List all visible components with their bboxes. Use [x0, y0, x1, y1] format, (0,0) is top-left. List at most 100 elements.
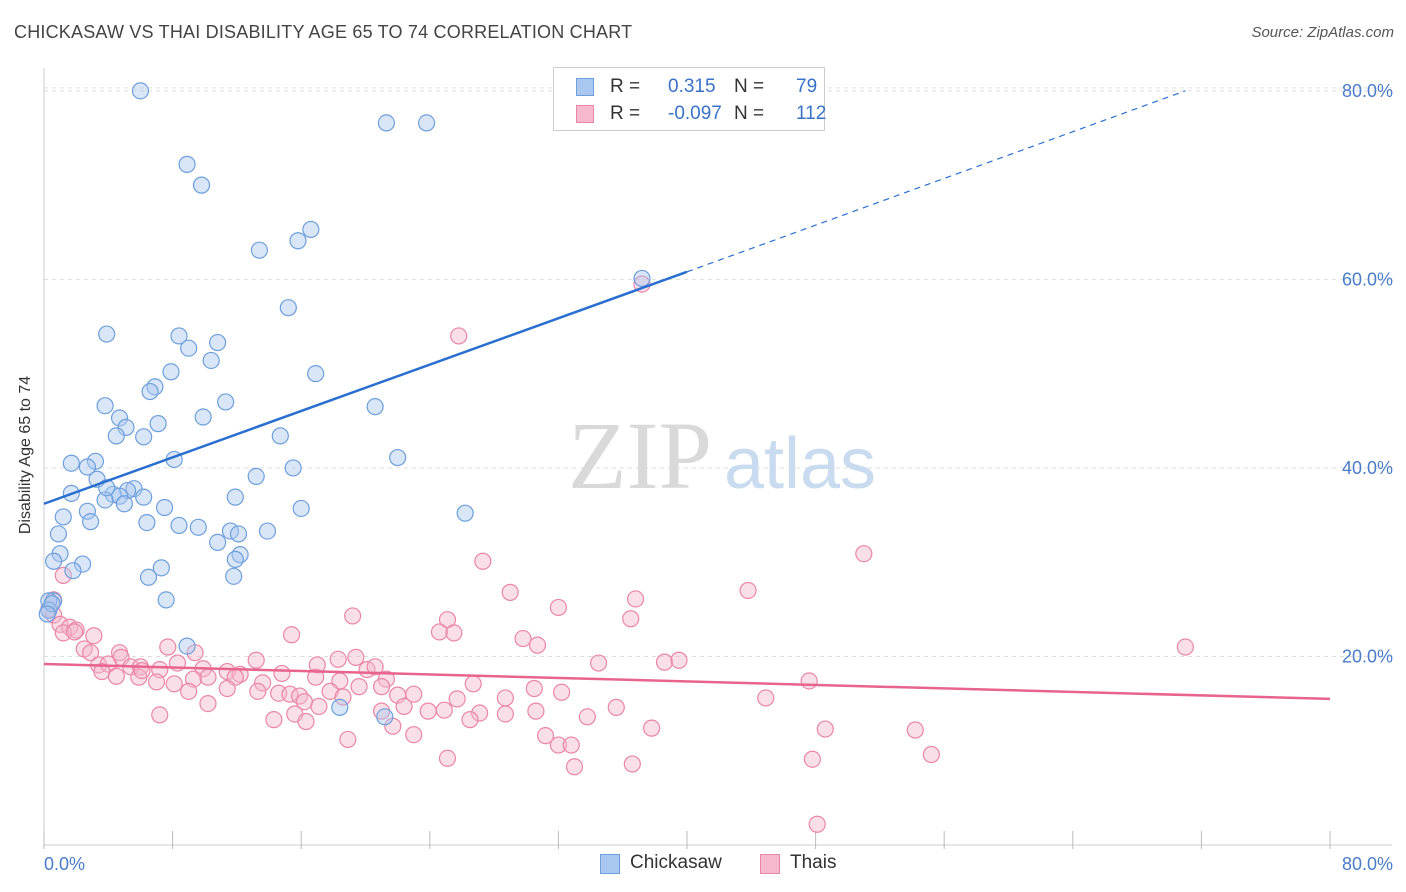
data-point: [855, 545, 873, 563]
legend-r-value: -0.097: [668, 103, 722, 124]
data-point: [471, 704, 489, 722]
data-point: [448, 690, 466, 708]
data-point: [152, 559, 170, 577]
data-point: [377, 114, 395, 132]
data-point: [536, 727, 555, 745]
bottom-label-thais: Thais: [790, 852, 837, 873]
legend-r-label: R =: [610, 103, 641, 124]
data-point: [279, 299, 297, 317]
data-point: [117, 418, 135, 436]
data-point: [366, 658, 384, 676]
data-point: [85, 627, 103, 645]
grid-lines: [44, 87, 1392, 657]
data-point: [643, 719, 661, 737]
data-point: [40, 592, 58, 610]
data-point: [141, 382, 159, 401]
data-point: [43, 595, 61, 613]
data-point: [389, 448, 407, 467]
data-point: [549, 598, 568, 617]
data-point: [64, 562, 82, 580]
data-point: [435, 701, 453, 719]
data-point: [165, 675, 183, 693]
data-point: [282, 626, 301, 644]
data-point: [209, 533, 227, 551]
data-point: [110, 409, 129, 427]
data-point: [430, 623, 449, 641]
data-point: [226, 488, 244, 506]
data-point: [189, 518, 207, 536]
data-point: [565, 758, 584, 776]
data-point: [265, 711, 283, 729]
data-point: [350, 678, 368, 696]
data-point: [474, 552, 492, 570]
data-point: [202, 351, 220, 370]
data-point: [655, 653, 674, 671]
data-point: [82, 644, 100, 662]
data-point: [231, 546, 249, 564]
data-point: [816, 720, 834, 738]
data-point: [297, 712, 315, 731]
data-point: [135, 428, 153, 446]
data-point: [38, 605, 56, 623]
data-point: [464, 675, 482, 693]
series-thais: [40, 275, 1194, 833]
data-point: [562, 736, 580, 754]
data-point: [405, 726, 423, 744]
data-point: [107, 427, 125, 445]
data-point: [192, 176, 211, 194]
data-point: [334, 688, 352, 706]
data-point: [115, 495, 133, 513]
legend-n-label: N =: [734, 103, 765, 124]
y-tick-label: 60.0%: [1342, 269, 1393, 289]
data-point: [339, 730, 357, 749]
data-point: [670, 651, 688, 669]
data-point: [622, 610, 640, 628]
data-point: [170, 327, 188, 345]
data-point: [199, 668, 217, 686]
data-point: [808, 815, 826, 833]
series-chickasaw: [38, 82, 651, 726]
data-point: [54, 508, 72, 526]
data-point: [135, 488, 153, 506]
data-point: [450, 327, 468, 345]
data-point: [146, 378, 164, 396]
data-point: [395, 697, 413, 716]
chart-title: CHICKASAW VS THAI DISABILITY AGE 65 TO 7…: [14, 22, 633, 42]
data-point: [800, 672, 818, 690]
data-point: [302, 220, 320, 239]
data-point: [98, 325, 116, 343]
data-point: [170, 516, 188, 535]
data-point: [372, 678, 391, 696]
data-point: [292, 499, 310, 518]
data-point: [289, 232, 307, 250]
data-point: [347, 648, 365, 667]
data-point: [78, 458, 97, 476]
x-tick-label: 80.0%: [1342, 854, 1393, 874]
data-point: [528, 636, 547, 654]
data-point: [525, 679, 543, 698]
x-tick-label: 0.0%: [44, 854, 85, 874]
data-point: [62, 454, 80, 472]
data-point: [49, 525, 68, 543]
data-point: [1176, 638, 1194, 656]
stats-legend: R = 0.315 N = 79 R = -0.097 N = 112: [553, 67, 826, 131]
legend-n-value: 79: [796, 76, 818, 97]
data-point: [739, 581, 757, 600]
data-point: [217, 393, 235, 411]
data-point: [496, 705, 514, 723]
data-point: [162, 363, 180, 381]
legend-n-label: N =: [734, 76, 765, 97]
data-point: [96, 397, 114, 415]
data-point: [178, 155, 196, 173]
watermark-atlas: atlas: [724, 424, 876, 504]
data-point: [578, 708, 596, 726]
y-tick-label: 40.0%: [1342, 458, 1393, 478]
data-point: [461, 711, 479, 729]
data-point: [157, 591, 175, 609]
data-point: [307, 365, 325, 383]
data-point: [254, 674, 272, 692]
data-point: [226, 550, 244, 568]
data-point: [133, 662, 151, 680]
data-point: [607, 698, 625, 716]
